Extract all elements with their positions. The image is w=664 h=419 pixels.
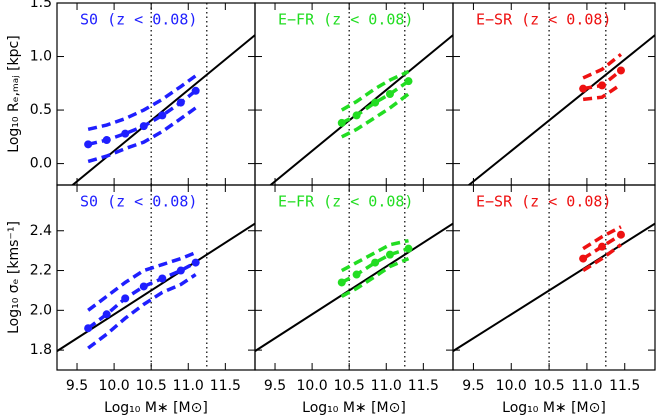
y-axis-label: Log₁₀ σₑ [kms⁻¹]: [6, 221, 22, 334]
median-point: [371, 258, 380, 267]
median-point: [102, 136, 111, 145]
panel-frame: [452, 184, 656, 371]
median-point: [352, 270, 361, 279]
x-tick-label: 10.5: [334, 378, 365, 394]
x-axis-label: Log₁₀ M∗ [M⊙]: [302, 400, 406, 416]
median-line: [340, 246, 410, 285]
x-tick-label: 9.5: [264, 378, 286, 394]
x-tick-label: 11.0: [173, 378, 204, 394]
y-tick-label: 2.2: [30, 263, 52, 279]
panel-frame: [254, 2, 454, 186]
x-tick-label: 10.0: [496, 378, 527, 394]
median-point: [102, 310, 111, 319]
panel: [453, 185, 655, 370]
y-axis-label: Log₁₀ Rₑ,ₘₐⱼ [kpc]: [6, 35, 22, 152]
panel-frame: [56, 2, 256, 186]
median-point: [404, 77, 413, 86]
x-tick-label: 10.0: [99, 378, 130, 394]
fit-line: [57, 222, 255, 352]
panel-title: S0 (z < 0.08): [80, 193, 197, 211]
median-point: [176, 266, 185, 275]
median-point: [598, 81, 607, 90]
quantile-line: [582, 82, 622, 102]
x-tick-label: 11.0: [571, 378, 602, 394]
median-point: [337, 118, 346, 127]
quantile-line: [87, 251, 197, 312]
median-point: [121, 129, 130, 138]
y-tick-label: 1.5: [30, 0, 52, 11]
quantile-line: [340, 256, 410, 298]
panel-title: E−FR (z < 0.08): [278, 11, 413, 29]
x-axis-label: Log₁₀ M∗ [M⊙]: [104, 400, 208, 416]
fit-line: [467, 34, 655, 185]
median-point: [176, 98, 185, 107]
median-point: [84, 324, 93, 333]
fit-line: [453, 222, 655, 352]
median-point: [158, 111, 167, 120]
median-point: [139, 282, 148, 291]
median-point: [598, 242, 607, 251]
quantile-line: [340, 69, 410, 112]
y-tick-label: 1.8: [30, 342, 52, 358]
quantile-line: [87, 74, 197, 132]
quantile-line: [340, 92, 410, 139]
median-point: [616, 230, 625, 239]
panel-title: S0 (z < 0.08): [80, 11, 197, 29]
x-tick-label: 11.5: [408, 378, 439, 394]
quantile-line: [582, 53, 623, 80]
panel-title: E−SR (z < 0.08): [476, 11, 611, 29]
y-tick-label: 0.0: [30, 156, 52, 172]
x-tick-label: 9.5: [462, 378, 484, 394]
panel: [467, 3, 655, 185]
median-point: [191, 258, 200, 267]
median-point: [385, 90, 394, 98]
median-point: [579, 254, 588, 263]
y-tick-label: 1.0: [30, 49, 52, 65]
median-point: [191, 86, 200, 95]
median-point: [337, 278, 346, 287]
panel: [57, 185, 255, 370]
x-tick-label: 11.5: [609, 378, 640, 394]
panel: [269, 3, 453, 185]
panel-title: E−SR (z < 0.08): [476, 193, 611, 211]
panel-frame: [452, 2, 656, 186]
x-tick-label: 10.5: [136, 378, 167, 394]
panel: [255, 185, 453, 370]
x-tick-label: 11.5: [210, 378, 241, 394]
x-tick-label: 10.0: [297, 378, 328, 394]
median-point: [84, 140, 93, 149]
fit-line: [255, 222, 453, 352]
y-tick-label: 0.5: [30, 102, 52, 118]
x-tick-label: 9.5: [66, 378, 88, 394]
fit-line: [71, 34, 255, 185]
x-tick-label: 11.0: [371, 378, 402, 394]
median-point: [139, 122, 148, 131]
median-point: [385, 250, 394, 259]
median-point: [371, 98, 380, 107]
quantile-line: [340, 238, 409, 273]
x-axis-label: Log₁₀ M∗ [M⊙]: [502, 400, 606, 416]
median-point: [616, 66, 625, 75]
quantile-line: [87, 273, 197, 350]
median-point: [352, 111, 361, 120]
quantile-line: [87, 106, 197, 164]
y-tick-label: 2.0: [30, 302, 52, 318]
x-tick-label: 10.5: [533, 378, 564, 394]
panel-title: E−FR (z < 0.08): [278, 193, 413, 211]
median-line: [340, 79, 410, 125]
median-point: [404, 244, 413, 253]
quantile-line: [582, 225, 622, 251]
median-point: [158, 274, 167, 283]
panel-frame: [56, 184, 256, 371]
quantile-line: [582, 243, 622, 273]
y-tick-label: 2.4: [30, 223, 52, 239]
median-point: [579, 84, 588, 93]
panel: [71, 3, 255, 185]
median-point: [121, 294, 130, 303]
